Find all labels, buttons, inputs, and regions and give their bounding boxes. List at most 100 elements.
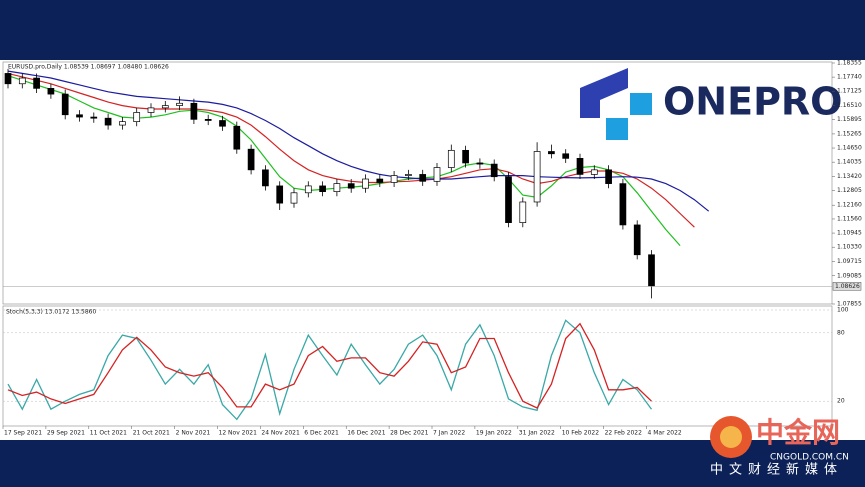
- candle-body: [176, 102, 183, 106]
- candle-body: [605, 169, 612, 184]
- logo-square: [630, 93, 652, 115]
- chart-area: [0, 60, 865, 440]
- price-panel: [2, 61, 833, 305]
- indicator-line: [7, 322, 652, 409]
- stoch-title: Stoch(5,3,3) 13.0172 13.5860: [6, 309, 97, 316]
- candle-body: [90, 116, 98, 119]
- candle-body: [633, 224, 641, 256]
- y-tick-label: 1.15895: [837, 116, 862, 123]
- site-name: 中金网: [756, 416, 840, 449]
- onepro-logo: ONEPRO: [580, 68, 842, 140]
- y-tick-label: 1.10330: [837, 244, 862, 251]
- x-tick-label: 12 Nov 2021: [219, 430, 258, 437]
- candle-body: [333, 183, 341, 192]
- candle-body: [319, 185, 326, 192]
- y-tick-label: 1.07855: [837, 301, 862, 308]
- candle-body: [190, 102, 198, 120]
- candle-body: [119, 121, 126, 126]
- candle-body: [433, 167, 441, 182]
- y-tick-label: 1.12160: [837, 202, 862, 209]
- candle-body: [590, 169, 598, 175]
- y-tick-label: 1.15265: [837, 130, 862, 137]
- x-tick-label: 22 Feb 2022: [605, 430, 643, 437]
- y-tick-label: 1.09085: [837, 272, 862, 279]
- candle-body: [61, 93, 69, 116]
- y-tick-label: 1.13420: [837, 173, 862, 180]
- y-tick-label: 1.09715: [837, 258, 862, 265]
- y-tick-label: 1.16510: [837, 102, 862, 109]
- candle-body: [133, 112, 141, 122]
- indicator-line: [7, 75, 681, 246]
- x-tick-label: 24 Nov 2021: [261, 430, 300, 437]
- logo-text: ONEPRO: [663, 80, 842, 124]
- candle-body: [290, 192, 298, 204]
- y-tick-label: 1.17740: [837, 74, 862, 81]
- indicator-line: [7, 319, 653, 421]
- candle-body: [204, 118, 212, 121]
- candle-body: [462, 149, 469, 164]
- y-tick-label: 1.11560: [837, 215, 862, 222]
- x-tick-label: 6 Dec 2021: [304, 430, 339, 437]
- last-price-label: 1.08626: [835, 283, 860, 290]
- y-tick-label: 1.14035: [837, 159, 862, 166]
- candle-body: [419, 174, 427, 182]
- stoch-panel: [2, 305, 833, 427]
- indicator-line: [7, 70, 710, 212]
- logo-square: [606, 118, 628, 140]
- y-tick-label: 1.18355: [837, 60, 862, 67]
- candle-body: [18, 77, 26, 85]
- candle-body: [147, 107, 155, 113]
- candle-body: [505, 176, 512, 223]
- candle-body: [447, 149, 455, 168]
- x-tick-label: 2 Nov 2021: [176, 430, 211, 437]
- candle-body: [4, 73, 12, 85]
- last-price-box: [832, 282, 862, 291]
- candle-body: [476, 162, 484, 165]
- candle-body: [262, 169, 269, 187]
- site-url: CNGOLD.COM.CN: [770, 453, 849, 463]
- x-tick-label: 17 Sep 2021: [4, 430, 42, 437]
- y-tick-label: 1.17125: [837, 88, 862, 95]
- x-tick-label: 29 Sep 2021: [47, 430, 85, 437]
- candle-body: [390, 175, 398, 183]
- x-tick-label: 21 Oct 2021: [133, 430, 170, 437]
- price-title: EURUSD.pro,Daily 1.08539 1.08697 1.08480…: [8, 64, 169, 71]
- x-tick-label: 31 Jan 2022: [519, 430, 555, 437]
- candle-body: [562, 153, 570, 159]
- x-tick-label: 16 Dec 2021: [347, 430, 386, 437]
- cngold-logo: 中金网 CNGOLD.COM.CN 中文财经新媒体: [710, 416, 849, 478]
- x-tick-label: 11 Oct 2021: [90, 430, 127, 437]
- x-tick-label: 7 Jan 2022: [433, 430, 465, 437]
- candle-body: [33, 77, 40, 89]
- candle-body: [576, 158, 584, 175]
- candle-body: [104, 117, 112, 126]
- candle-body: [548, 151, 555, 155]
- y-tick-label: 100: [837, 307, 849, 314]
- y-tick-label: 20: [837, 398, 845, 405]
- candle-body: [276, 185, 284, 204]
- candle-body: [533, 151, 541, 203]
- candle-body: [47, 88, 55, 95]
- logo-inner: [720, 426, 742, 448]
- candle-body: [619, 183, 627, 226]
- candle-body: [648, 254, 655, 287]
- candle-body: [362, 178, 369, 189]
- logo-shape: [580, 68, 628, 118]
- candle-body: [347, 183, 355, 189]
- candle-body: [233, 125, 241, 150]
- x-tick-label: 10 Feb 2022: [562, 430, 600, 437]
- x-tick-label: 4 Mar 2022: [648, 430, 682, 437]
- candle-body: [304, 185, 312, 194]
- y-tick-label: 1.12805: [837, 187, 862, 194]
- candle-body: [76, 114, 83, 118]
- candle-body: [219, 120, 226, 127]
- y-tick-label: 80: [837, 329, 845, 336]
- x-tick-label: 19 Jan 2022: [476, 430, 512, 437]
- candle-body: [247, 148, 255, 171]
- candle-body: [161, 105, 169, 109]
- slogan: 中文财经新媒体: [710, 462, 843, 478]
- candle-body: [405, 174, 412, 176]
- candle-body: [490, 163, 498, 178]
